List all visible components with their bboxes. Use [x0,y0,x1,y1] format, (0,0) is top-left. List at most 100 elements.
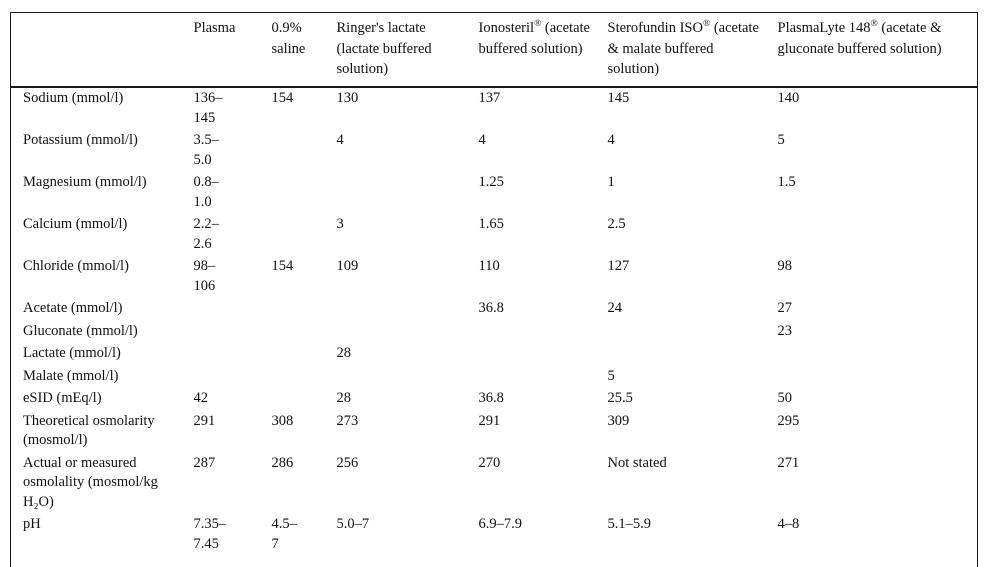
cell-ionosteril: 36.8 [478,390,504,406]
cell-sterofundin-iso: 2.5 [607,216,626,232]
cell-ionosteril: 270 [478,454,501,471]
cell-plasmalyte-148: 23 [777,322,793,339]
cell-plasma [194,298,272,321]
row-label: Gluconate (mmol/l) [23,322,138,339]
column-description: (lactate buffered solution) [336,40,432,78]
cell-0-9-saline [272,130,337,172]
cell-plasmalyte-148 [778,365,978,388]
cell-0-9-saline [272,172,337,214]
cell-plasma: 287 [193,454,216,471]
column-name: 0.9% saline [271,20,306,57]
cell-plasma: 42 [193,390,209,406]
column-name: Plasma [193,20,236,36]
cell-0-9-saline: 308 [271,412,294,429]
cell-plasmalyte-148: 27 [777,300,793,316]
cell-sterofundin-iso: Not stated [607,454,667,471]
row-label: Malate (mmol/l) [23,367,119,384]
cell-plasmalyte-148: 98 [777,258,793,274]
cell-ringer-s-lactate: 4 [336,132,344,148]
cell-ringer-s-lactate: 109 [336,258,359,274]
table-row-ph: pH 7.35– 7.45 4.5– 7 5.0–7 6.9–7.9 5.1–5.9 4–8 [11,514,978,567]
cell-ionosteril: 137 [478,90,501,106]
column-header-sterofundin-iso: Sterofundin ISO® (acetate & malate buffe… [607,12,778,88]
cell-ringer-s-lactate [337,172,479,214]
cell-0-9-saline [272,320,337,343]
table-row-acetate-mmol-l: Acetate (mmol/l) 36.8 24 27 [11,298,978,321]
column-description: (acetate & malate buffered solution) [607,20,759,77]
table-row-magnesium-mmol-l: Magnesium (mmol/l) 0.8– 1.0 1.25 1 1.5 [11,172,978,214]
cell-ionosteril [479,343,608,366]
cell-plasma: 291 [193,412,216,429]
table-row-esid-meq-l: eSID (mEq/l) 42 28 36.8 25.5 50 [11,388,978,411]
table-row-lactate-mmol-l: Lactate (mmol/l) 28 [11,343,978,366]
cell-0-9-saline: 4.5– 7 [271,516,297,552]
cell-plasma [194,365,272,388]
cell-0-9-saline [272,214,337,256]
cell-plasma: 7.35– 7.45 [193,516,227,552]
table-row-malate-mmol-l: Malate (mmol/l) 5 [11,365,978,388]
cell-sterofundin-iso [608,320,778,343]
cell-0-9-saline [272,365,337,388]
cell-plasmalyte-148 [778,343,978,366]
column-name: Ringer's lactate [336,20,426,36]
row-header-column [10,12,194,88]
cell-plasma [194,343,272,366]
cell-ionosteril: 36.8 [478,300,504,316]
cell-sterofundin-iso: 309 [607,412,630,429]
cell-ringer-s-lactate: 5.0–7 [336,516,370,532]
header-row: Plasma 0.9% saline Ringer's lactate (lacta… [10,12,978,88]
cell-ionosteril: 291 [478,412,501,429]
column-header-0-9-saline: 0.9% saline [271,12,337,88]
row-label: Acetate (mmol/l) [23,300,123,316]
cell-sterofundin-iso: 145 [607,90,630,106]
cell-plasmalyte-148: 1.5 [777,174,796,190]
cell-ringer-s-lactate [337,365,479,388]
table-row-sodium-mmol-l: Sodium (mmol/l) 136– 145 154 130 137 145 140 [11,87,978,130]
table-row-potassium-mmol-l: Potassium (mmol/l) 3.5– 5.0 4 4 4 5 [11,130,978,172]
table-row-theoretical-osmolarity-mosmol-l: Theoretical osmolarity (mosmol/l) 291 308 2… [11,410,978,452]
cell-ringer-s-lactate [337,298,479,321]
column-header-ionosteril: Ionosteril® (acetate buffered solution) [478,12,608,88]
cell-ringer-s-lactate: 273 [336,412,359,429]
cell-0-9-saline: 154 [271,90,294,106]
column-name: Ionosteril [478,20,535,36]
cell-ionosteril [479,365,608,388]
cell-plasma [194,320,272,343]
cell-ionosteril: 1.65 [478,216,504,232]
cell-ringer-s-lactate: 3 [336,216,344,232]
cell-ionosteril: 4 [478,132,486,148]
row-label: eSID (mEq/l) [23,390,102,406]
cell-sterofundin-iso: 1 [607,174,615,190]
row-label: Theoretical osmolarity (mosmol/l) [23,412,155,449]
cell-ringer-s-lactate: 28 [336,390,352,406]
cell-plasmalyte-148: 271 [777,454,800,471]
cell-ringer-s-lactate: 256 [336,454,359,471]
table-row-chloride-mmol-l: Chloride (mmol/l) 98– 106 154 109 110 127 98 [11,256,978,298]
cell-ionosteril: 1.25 [478,174,504,190]
cell-ringer-s-lactate: 28 [336,345,352,361]
cell-sterofundin-iso: 5.1–5.9 [607,516,652,532]
cell-ringer-s-lactate [337,320,479,343]
table-row-gluconate-mmol-l: Gluconate (mmol/l) 23 [11,320,978,343]
column-description: (acetate buffered solution) [478,20,591,57]
row-label: Actual or measured osmolality (mosmol/kg… [23,454,158,510]
cell-sterofundin-iso: 25.5 [607,390,633,406]
column-description: (acetate & gluconate buffered solution) [777,20,942,57]
cell-0-9-saline [272,298,337,321]
cell-sterofundin-iso: 127 [607,258,630,274]
row-label: Potassium (mmol/l) [23,132,138,148]
cell-ringer-s-lactate: 130 [336,90,359,106]
cell-0-9-saline: 286 [271,454,294,471]
cell-sterofundin-iso: 24 [607,300,623,316]
table-body: Sodium (mmol/l) 136– 145 154 130 137 145 140 Po… [11,87,978,567]
cell-plasma: 136– 145 [193,90,223,126]
cell-ionosteril: 110 [478,258,500,274]
table-row-calcium-mmol-l: Calcium (mmol/l) 2.2– 2.6 3 1.65 2.5 [11,214,978,256]
cell-sterofundin-iso: 5 [607,367,615,384]
registered-trademark-mark: ® [534,19,542,30]
cell-sterofundin-iso: 4 [607,132,615,148]
registered-trademark-mark: ® [870,19,878,30]
cell-plasmalyte-148 [778,214,978,256]
row-label: Magnesium (mmol/l) [23,174,147,190]
cell-plasma: 98– 106 [193,258,216,294]
